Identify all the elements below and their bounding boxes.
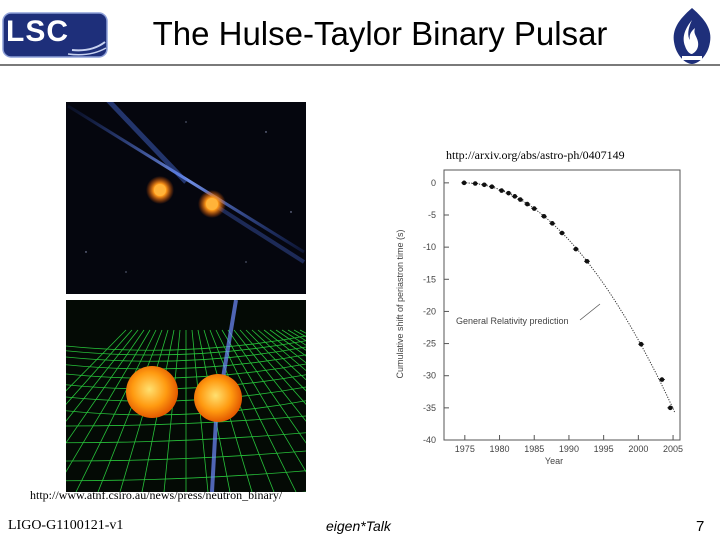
lsc-logo-text: LSC bbox=[6, 15, 69, 48]
page-number: 7 bbox=[696, 518, 705, 535]
y-tick-label: 0 bbox=[431, 178, 436, 188]
chart-axes: 1975 1980 1985 1990 1995 2000 2005 0 -5 -10 -15 -20… bbox=[423, 178, 683, 454]
binary-stars-jets-image bbox=[66, 102, 306, 294]
big-star-left bbox=[126, 366, 178, 418]
footer-talk-title: eigen*Talk bbox=[326, 518, 391, 534]
big-star-right bbox=[194, 374, 242, 422]
y-tick-label: -25 bbox=[423, 339, 436, 349]
spacetime-grid bbox=[66, 329, 306, 492]
jet-beam-2 bbox=[106, 102, 188, 184]
space-background bbox=[66, 102, 306, 294]
document-id: LIGO-G1100121-v1 bbox=[8, 518, 124, 533]
lsc-logo-swoosh-2 bbox=[67, 47, 107, 56]
flame-base bbox=[682, 56, 702, 60]
chart-source-url[interactable]: http://arxiv.org/abs/astro-ph/0407149 bbox=[446, 148, 625, 162]
image-source-url[interactable]: http://www.atnf.csiro.au/news/press/neut… bbox=[30, 488, 283, 502]
flame-logo-icon bbox=[673, 8, 711, 64]
chart-x-label: Year bbox=[545, 456, 563, 466]
y-tick-label: -15 bbox=[423, 274, 436, 284]
x-tick-label: 2005 bbox=[663, 444, 683, 454]
lsc-logo-swoosh bbox=[71, 41, 106, 52]
y-tick-label: -30 bbox=[423, 371, 436, 381]
x-tick-label: 1980 bbox=[490, 444, 510, 454]
y-tick-label: -40 bbox=[423, 435, 436, 445]
title-divider bbox=[0, 64, 720, 66]
jet-beam-3 bbox=[214, 204, 306, 264]
chart-data-points bbox=[461, 180, 674, 411]
gr-prediction-annotation: General Relativity prediction bbox=[456, 316, 569, 326]
lsc-logo bbox=[2, 12, 108, 58]
chart-y-label: Cumulative shift of periastron time (s) bbox=[395, 229, 405, 378]
star-right-core bbox=[206, 198, 218, 210]
page-title: The Hulse-Taylor Binary Pulsar bbox=[152, 15, 608, 52]
jet-beam-1 bbox=[67, 104, 305, 254]
gr-prediction-leader bbox=[579, 303, 601, 321]
y-tick-label: -35 bbox=[423, 403, 436, 413]
y-tick-label: -10 bbox=[423, 242, 436, 252]
x-tick-label: 2000 bbox=[628, 444, 648, 454]
x-tick-label: 1990 bbox=[559, 444, 579, 454]
periastron-shift-chart: 1975 1980 1985 1990 1995 2000 2005 0 -5 -10 -15 -20… bbox=[395, 169, 683, 466]
x-tick-label: 1985 bbox=[524, 444, 544, 454]
starfield bbox=[85, 121, 292, 273]
x-tick-label: 1995 bbox=[594, 444, 614, 454]
flame-inner bbox=[683, 20, 699, 54]
star-left-core bbox=[154, 184, 166, 196]
y-tick-label: -5 bbox=[428, 210, 436, 220]
x-tick-label: 1975 bbox=[455, 444, 475, 454]
y-tick-label: -20 bbox=[423, 306, 436, 316]
lsc-logo-bg bbox=[2, 12, 108, 58]
binary-stars-spacetime-grid-image bbox=[66, 300, 306, 492]
chart-frame bbox=[443, 169, 681, 441]
